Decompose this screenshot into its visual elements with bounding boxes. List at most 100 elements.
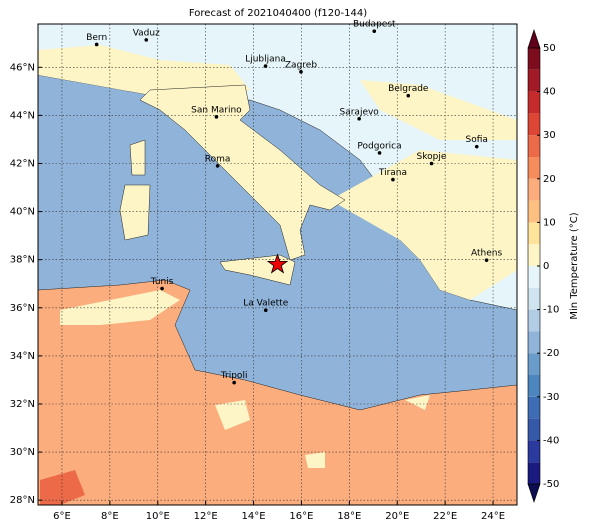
city-dot — [429, 161, 434, 166]
x-tick-label: 16°E — [289, 511, 313, 522]
x-tick-label: 20°E — [385, 511, 409, 522]
colorbar-bin — [528, 418, 540, 441]
y-tick-label: 42°N — [10, 158, 35, 169]
x-tick-label: 10°E — [146, 511, 170, 522]
city-label: Tirana — [378, 168, 407, 178]
city-dot — [144, 38, 149, 42]
warm-zone — [38, 45, 250, 100]
colorbar-tick-label: 40 — [543, 87, 556, 98]
city-dot — [391, 177, 395, 182]
city-dot — [372, 29, 377, 34]
y-tick-label: 30°N — [10, 447, 35, 458]
colorbar: -50 -40 -30 -20 -10 0 10 20 30 40 50 — [527, 29, 559, 503]
city-label: Vaduz — [133, 28, 160, 38]
colorbar-tick-label: -10 — [543, 305, 559, 316]
city-label: Sofia — [466, 135, 488, 145]
y-tick-label: 34°N — [10, 351, 35, 362]
colorbar-bin — [528, 375, 540, 397]
city-dot — [94, 42, 99, 47]
colorbar-tick-label: -30 — [543, 392, 559, 403]
city-dot — [215, 164, 220, 168]
city-dot — [232, 380, 236, 385]
y-tick-label: 38°N — [10, 255, 35, 266]
city-label: Tunis — [150, 277, 174, 287]
colorbar-bin — [528, 353, 540, 375]
city-label: Sarajevo — [340, 107, 380, 117]
x-tick-label: 18°E — [337, 511, 361, 522]
italy — [139, 84, 346, 261]
city-label: Athens — [471, 249, 502, 259]
city-dot — [474, 144, 479, 149]
colorbar-bin — [528, 113, 540, 136]
colorbar-bin — [528, 69, 540, 92]
colorbar-bin — [528, 157, 540, 179]
warm-zone — [360, 80, 517, 140]
city-dot — [214, 115, 219, 119]
city-dot — [484, 258, 489, 262]
city-label: Roma — [205, 154, 231, 164]
colorbar-tick-label: -50 — [543, 479, 559, 490]
colorbar-tick-label: -40 — [543, 435, 559, 446]
colorbar-bin — [528, 331, 540, 354]
city-dot — [406, 93, 411, 98]
sardinia — [119, 184, 151, 241]
colorbar-bin — [528, 287, 540, 310]
colorbar-bin — [528, 244, 540, 266]
x-tick-label: 12°E — [194, 511, 218, 522]
colorbar-bin — [528, 135, 540, 157]
city-label: Belgrade — [388, 84, 429, 94]
colorbar-tick-label: 30 — [543, 130, 556, 141]
colorbar-bin — [528, 222, 540, 245]
map-frame — [37, 23, 518, 506]
corsica — [129, 139, 146, 176]
colorbar-bin — [528, 396, 540, 419]
city-label: Ljubljana — [245, 55, 286, 65]
y-tick-label: 46°N — [10, 62, 35, 73]
colorbar-bin — [528, 48, 540, 70]
city-label: Skopje — [417, 152, 447, 162]
city-label: Budapest — [353, 20, 396, 30]
y-tick-label: 44°N — [10, 110, 35, 121]
y-tick-label: 28°N — [10, 495, 35, 506]
y-tick-label: 32°N — [10, 399, 35, 410]
x-tick-label: 24°E — [481, 511, 505, 522]
x-tick-label: 6°E — [53, 511, 71, 522]
colorbar-tick-label: 50 — [543, 43, 556, 54]
y-tick-label: 36°N — [10, 303, 35, 314]
colorbar-bin — [528, 440, 540, 463]
city-label: Bern — [86, 33, 107, 43]
warm-zone — [215, 400, 250, 430]
colorbar-extend-low — [527, 483, 541, 503]
grid — [38, 24, 517, 505]
city-label: Tripoli — [220, 371, 248, 381]
hot-zone — [40, 470, 85, 505]
colorbar-bin — [528, 200, 540, 223]
colorbar-tick-label: 20 — [543, 174, 556, 185]
event-star — [266, 253, 289, 274]
colorbar-bin — [528, 462, 540, 484]
warm-zone — [305, 452, 325, 468]
colorbar-tick-label: -20 — [543, 348, 559, 359]
city-label: Podgorica — [357, 141, 401, 151]
colorbar-label: Min Temperature (°C) — [569, 212, 580, 319]
colorbar-bin — [528, 309, 540, 332]
axes: 6°E 8°E 10°E 12°E 14°E 16°E 18°E 20°E 22°E 24°E 28… — [10, 62, 505, 522]
city-dot — [357, 116, 361, 121]
x-tick-label: 22°E — [433, 511, 457, 522]
colorbar-bin — [528, 91, 540, 114]
colorbar-bin — [528, 178, 540, 201]
colorbar-tick-label: 0 — [543, 261, 549, 272]
city-dot — [263, 64, 268, 68]
warm-zone — [330, 150, 517, 300]
colorbar-bin — [528, 266, 540, 288]
colorbar-tick-label: 10 — [543, 217, 556, 228]
city-dot — [299, 70, 303, 74]
map-field — [38, 24, 517, 505]
warm-zone — [405, 395, 430, 410]
city-label: Zagreb — [285, 60, 317, 70]
city-dot — [263, 308, 268, 312]
y-tick-label: 40°N — [10, 207, 35, 218]
map-title: Forecast of 2021040400 (f120-144) — [189, 8, 367, 19]
